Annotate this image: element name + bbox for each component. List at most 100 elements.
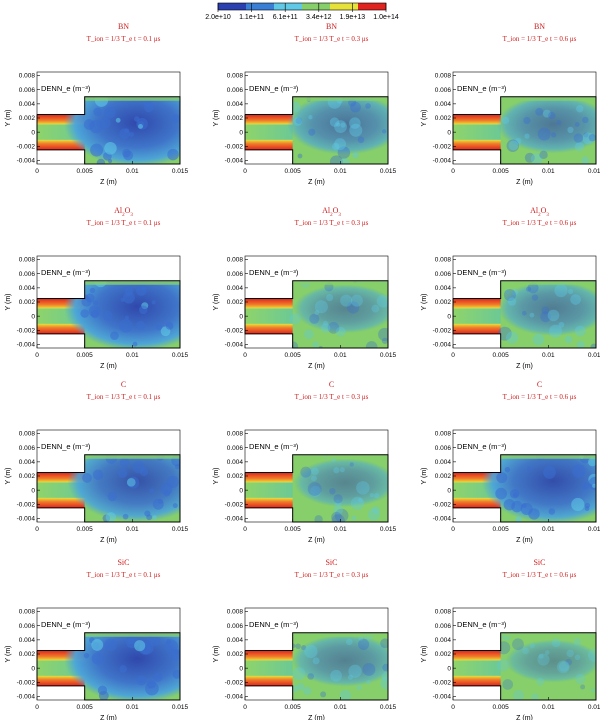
quantity-label: DENN_e (m⁻³) — [249, 84, 299, 93]
density-field — [245, 454, 388, 522]
plume-region — [287, 96, 388, 155]
y-tick-label: 0.004 — [227, 285, 244, 292]
x-tick-label: 0.015 — [380, 168, 397, 175]
y-tick-label: 0.006 — [19, 445, 36, 452]
density-blob — [297, 153, 303, 159]
y-tick-label: 0.008 — [435, 609, 452, 616]
y-tick-label: -0.004 — [433, 516, 452, 523]
density-blob — [350, 294, 363, 307]
density-blob — [504, 466, 511, 473]
y-tick-label: 0.008 — [227, 431, 244, 438]
y-tick-label: 0.006 — [227, 445, 244, 452]
density-blob — [307, 673, 315, 680]
outer-band — [500, 280, 596, 285]
density-blob — [102, 311, 113, 321]
density-blob — [357, 136, 365, 144]
y-tick-label: 0.002 — [227, 651, 244, 658]
density-blob — [564, 335, 573, 344]
density-blob — [529, 312, 535, 318]
density-blob — [117, 468, 128, 478]
density-blob — [503, 498, 516, 511]
x-tick-label: 0.01 — [334, 168, 347, 175]
density-blob — [540, 311, 551, 323]
density-blob — [512, 492, 519, 498]
density-field — [37, 454, 180, 522]
lower-wall-layer — [453, 497, 501, 508]
contour-panel: BN T_ion = 1/3 T_e t = 0.6 μs DENN_e (m⁻³)… — [421, 22, 600, 186]
y-tick-label: -0.002 — [433, 502, 452, 509]
density-blob — [153, 672, 163, 682]
density-blob — [347, 674, 354, 680]
density-blob — [371, 304, 380, 313]
outer-band — [84, 96, 180, 101]
density-blob — [345, 638, 353, 646]
density-blob — [535, 107, 544, 116]
colorbar: 2.0e+10 1.1e+11 6.1e+11 3.4e+12 1.9e+13 1.0e+… — [205, 2, 399, 21]
condition-label: T_ion = 1/3 T_e t = 0.6 μs — [503, 35, 577, 43]
density-blob — [333, 494, 343, 504]
density-blob — [312, 657, 320, 665]
density-blob — [333, 467, 340, 474]
density-blob — [581, 482, 590, 490]
x-tick-label: 0 — [451, 704, 455, 711]
density-blob — [547, 309, 560, 322]
density-blob — [541, 306, 550, 315]
y-tick-label: 0.006 — [435, 623, 452, 630]
y-tick-label: -0.004 — [225, 516, 244, 523]
density-blob — [511, 288, 519, 296]
density-blob — [349, 117, 361, 129]
y-tick-label: 0.002 — [435, 651, 452, 658]
y-tick-label: -0.004 — [225, 694, 244, 701]
lower-wall-layer — [37, 139, 85, 150]
density-blob — [497, 659, 510, 672]
density-blob — [380, 676, 388, 690]
density-blob — [107, 491, 118, 502]
x-axis-title: Z (m) — [100, 537, 117, 544]
outer-band — [292, 454, 388, 459]
condition-label: T_ion = 1/3 T_e t = 0.1 μs — [87, 571, 161, 579]
density-blob — [310, 485, 321, 497]
y-axis-title: Y (m) — [421, 110, 428, 127]
y-tick-label: 0.008 — [19, 73, 36, 80]
density-blob — [92, 300, 98, 306]
y-tick-label: 0.008 — [435, 257, 452, 264]
density-blob — [506, 331, 519, 344]
x-axis-title: Z (m) — [308, 363, 325, 370]
y-tick-label: -0.002 — [433, 680, 452, 687]
material-label: C — [329, 380, 334, 389]
density-blob — [99, 117, 111, 129]
x-tick-label: 0 — [243, 704, 247, 711]
upper-wall-layer — [453, 650, 501, 661]
density-blob — [574, 142, 585, 152]
y-tick-label: 0.006 — [435, 87, 452, 94]
density-blob — [122, 513, 129, 520]
y-axis-title: Y (m) — [5, 294, 12, 311]
y-tick-label: 0.002 — [435, 299, 452, 306]
y-tick-label: 0.008 — [19, 609, 36, 616]
plume-region — [64, 632, 180, 700]
density-blob — [132, 341, 138, 347]
x-axis-title: Z (m) — [308, 715, 325, 720]
y-axis-title: Y (m) — [213, 646, 220, 663]
density-blob — [369, 493, 375, 498]
density-blob — [289, 313, 301, 325]
density-blob — [88, 305, 101, 318]
density-blob — [544, 650, 550, 655]
condition-label: T_ion = 1/3 T_e t = 0.3 μs — [295, 35, 369, 43]
density-blob — [376, 294, 388, 308]
colorbar-tick-label: 2.0e+10 — [205, 14, 231, 21]
x-tick-label: 0.01 — [126, 704, 139, 711]
density-blob — [532, 333, 545, 346]
density-blob — [83, 119, 95, 130]
density-blob — [292, 667, 306, 681]
x-tick-label: 0.005 — [77, 168, 94, 175]
upper-wall-layer — [37, 298, 85, 309]
lower-wall-layer — [245, 675, 293, 686]
density-blob — [513, 689, 525, 700]
y-tick-label: 0.008 — [227, 257, 244, 264]
y-tick-label: 0.002 — [227, 115, 244, 122]
density-blob — [166, 638, 172, 645]
density-blob — [309, 313, 320, 324]
density-blob — [339, 158, 350, 164]
